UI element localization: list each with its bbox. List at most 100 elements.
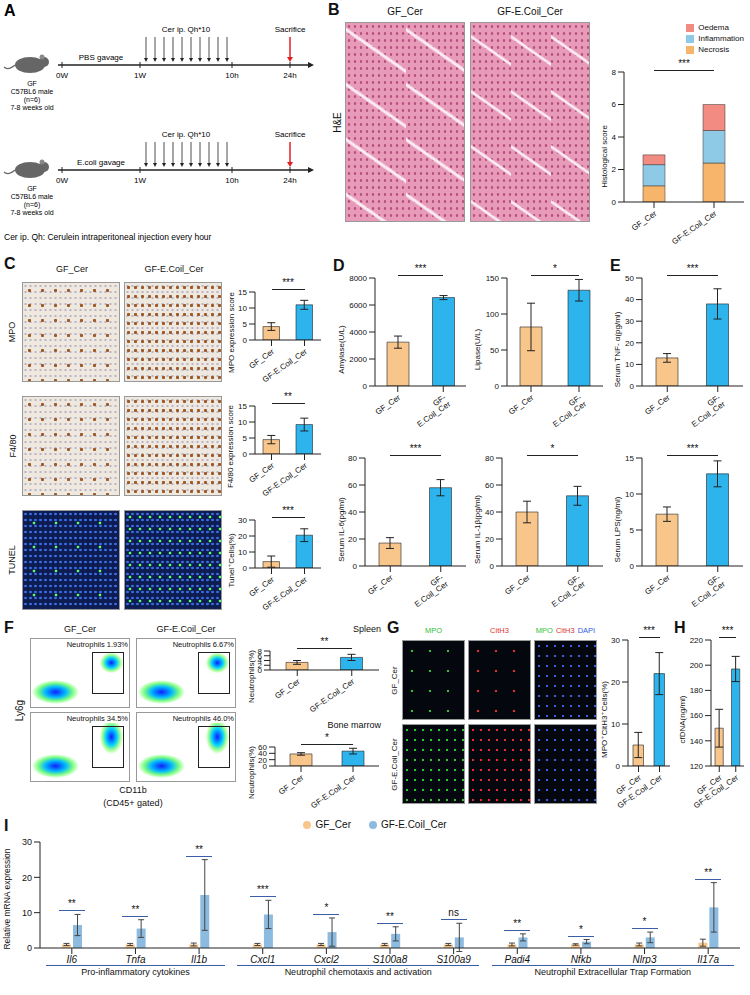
svg-text:Sacrifice: Sacrifice [275, 130, 306, 139]
svg-text:Cer ip. Qh*10: Cer ip. Qh*10 [162, 130, 211, 139]
svg-text:0: 0 [612, 198, 617, 207]
svg-text:S100a8: S100a8 [373, 954, 408, 964]
svg-text:GF-E.Coil_Cer: GF-E.Coil_Cer [261, 575, 309, 613]
svg-text:24h: 24h [283, 176, 296, 185]
svg-text:6: 6 [612, 100, 617, 109]
svg-text:160: 160 [690, 711, 704, 720]
svg-text:GF-E.Coil_Cer: GF-E.Coil_Cer [261, 461, 309, 499]
svg-text:GF-E.Coil_Cer: GF-E.Coil_Cer [408, 573, 450, 609]
svg-text:40: 40 [625, 295, 634, 304]
svg-text:GF-E.Coil_Cer: GF-E.Coil_Cer [411, 393, 453, 429]
svg-text:Nfkb: Nfkb [571, 954, 592, 964]
svg-text:0W: 0W [56, 176, 68, 185]
svg-text:GF-E.Coil_Cer: GF-E.Coil_Cer [261, 347, 309, 385]
svg-text:7-8 weeks old: 7-8 weeks old [10, 209, 53, 216]
svg-text:80: 80 [348, 454, 357, 463]
svg-text:GF_Cer: GF_Cer [643, 573, 672, 597]
svg-text:10: 10 [238, 548, 247, 557]
svg-text:220: 220 [690, 636, 704, 645]
svg-text:30: 30 [625, 317, 634, 326]
svg-text:60: 60 [485, 481, 494, 490]
svg-text:GF_Cer: GF_Cer [507, 393, 536, 417]
svg-text:4000: 4000 [349, 328, 367, 337]
svg-text:80: 80 [485, 454, 494, 463]
svg-text:15: 15 [238, 402, 247, 411]
svg-text:20: 20 [238, 532, 247, 541]
svg-text:7-8 weeks old: 7-8 weeks old [10, 104, 53, 111]
svg-text:GF_Cer: GF_Cer [247, 461, 276, 485]
svg-text:20: 20 [485, 535, 494, 544]
svg-text:50: 50 [625, 274, 634, 283]
svg-text:Il6: Il6 [67, 954, 78, 964]
svg-text:5: 5 [243, 320, 248, 329]
svg-text:S100a9: S100a9 [436, 954, 471, 964]
svg-text:0: 0 [490, 562, 495, 571]
svg-text:8: 8 [612, 68, 617, 77]
svg-text:10: 10 [238, 304, 247, 313]
svg-text:24h: 24h [283, 71, 296, 80]
svg-text:GF-E.Coil_Cer: GF-E.Coil_Cer [308, 677, 356, 715]
svg-text:GF-E.Coil_Cer: GF-E.Coil_Cer [616, 773, 664, 811]
svg-text:200: 200 [690, 661, 704, 670]
svg-text:20: 20 [348, 535, 357, 544]
svg-text:0: 0 [630, 562, 635, 571]
svg-text:150: 150 [486, 274, 500, 283]
svg-text:40: 40 [348, 508, 357, 517]
svg-text:15: 15 [625, 454, 634, 463]
svg-text:100: 100 [486, 310, 500, 319]
svg-text:0: 0 [353, 562, 358, 571]
svg-text:Cxcl2: Cxcl2 [314, 954, 339, 964]
svg-text:20: 20 [22, 873, 32, 883]
svg-text:0: 0 [243, 450, 248, 459]
svg-text:8: 8 [258, 647, 263, 656]
svg-text:GF_Cer: GF_Cer [247, 347, 276, 371]
svg-text:GF_Cer: GF_Cer [630, 209, 659, 233]
svg-text:180: 180 [690, 686, 704, 695]
svg-text:GF_Cer: GF_Cer [247, 575, 276, 599]
svg-text:GF-E.Coil_Cer: GF-E.Coil_Cer [692, 773, 740, 811]
svg-text:8000: 8000 [349, 274, 367, 283]
svg-text:Il1b: Il1b [191, 954, 208, 964]
svg-text:20: 20 [611, 678, 620, 687]
svg-text:10h: 10h [225, 71, 238, 80]
svg-text:Nlrp3: Nlrp3 [633, 954, 657, 964]
svg-text:Cer ip. Qh*10: Cer ip. Qh*10 [162, 25, 211, 34]
svg-text:A: A [4, 2, 16, 19]
svg-text:0: 0 [630, 382, 635, 391]
svg-text:10: 10 [625, 360, 634, 369]
svg-text:GF_Cer: GF_Cer [503, 573, 532, 597]
svg-text:GF_Cer: GF_Cer [374, 393, 403, 417]
svg-text:2000: 2000 [349, 355, 367, 364]
svg-text:(n=6): (n=6) [24, 201, 41, 209]
svg-text:GF-E.Coil_Cer: GF-E.Coil_Cer [309, 773, 357, 811]
svg-text:C57BL6 male: C57BL6 male [11, 193, 54, 200]
svg-text:Il17a: Il17a [697, 954, 719, 964]
svg-text:50: 50 [490, 346, 499, 355]
svg-text:GF_Cer: GF_Cer [643, 393, 672, 417]
svg-text:1W: 1W [134, 176, 146, 185]
svg-text:10h: 10h [225, 176, 238, 185]
svg-text:GF: GF [27, 185, 37, 192]
svg-text:GF-E.Coil_Cer: GF-E.Coil_Cer [545, 573, 587, 609]
svg-text:5: 5 [243, 434, 248, 443]
svg-text:1W: 1W [134, 71, 146, 80]
svg-text:GF_Cer: GF_Cer [366, 573, 395, 597]
svg-text:10: 10 [611, 720, 620, 729]
svg-text:60: 60 [348, 481, 357, 490]
svg-text:0: 0 [495, 382, 500, 391]
svg-text:15: 15 [238, 288, 247, 297]
svg-text:PBS gavage: PBS gavage [79, 53, 124, 62]
svg-text:0: 0 [363, 382, 368, 391]
svg-text:0: 0 [243, 564, 248, 573]
svg-text:140: 140 [690, 737, 704, 746]
svg-text:10: 10 [625, 490, 634, 499]
svg-text:Sacrifice: Sacrifice [275, 25, 306, 34]
svg-text:10: 10 [238, 418, 247, 427]
svg-text:E.coli gavage: E.coli gavage [77, 158, 126, 167]
svg-text:Cer ip. Qh: Cerulein intraperi: Cer ip. Qh: Cerulein intraperitoneal inj… [4, 232, 212, 242]
svg-text:40: 40 [485, 508, 494, 517]
svg-text:Cxcl1: Cxcl1 [250, 954, 275, 964]
svg-text:5: 5 [630, 526, 635, 535]
svg-text:10: 10 [22, 908, 32, 918]
svg-text:GF-E.Coil_Cer: GF-E.Coil_Cer [670, 209, 718, 247]
